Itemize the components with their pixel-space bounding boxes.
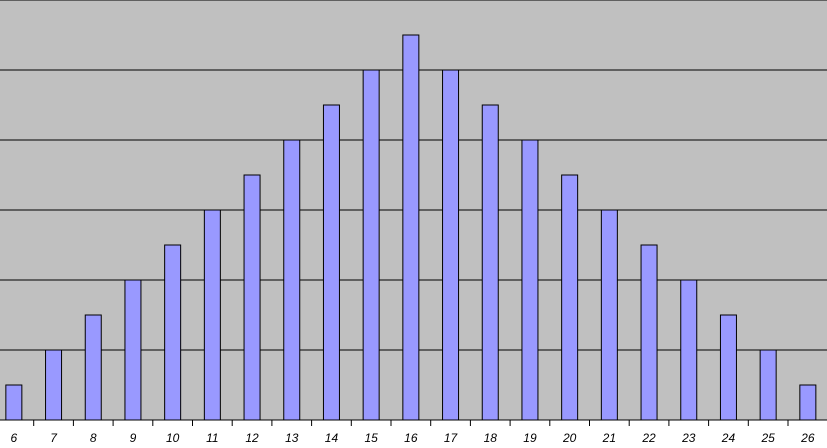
- x-tick-label: 6: [11, 431, 18, 445]
- x-tick-label: 15: [364, 431, 378, 445]
- x-tick-label: 20: [562, 431, 577, 445]
- x-tick-label: 9: [130, 431, 137, 445]
- bar: [402, 34, 420, 421]
- x-tick-label: 10: [166, 431, 180, 445]
- bar: [640, 244, 658, 421]
- bar: [680, 279, 698, 421]
- x-tick-label: 24: [721, 431, 736, 445]
- bar: [799, 384, 817, 421]
- bar: [719, 314, 737, 421]
- x-tick-label: 23: [681, 431, 696, 445]
- x-tick-label: 12: [245, 431, 259, 445]
- bar: [283, 139, 301, 421]
- x-tick-label: 25: [760, 431, 775, 445]
- x-tick-label: 17: [444, 431, 459, 445]
- bar: [84, 314, 102, 421]
- x-tick-label: 18: [484, 431, 498, 445]
- bar: [243, 174, 261, 421]
- bar: [45, 349, 63, 421]
- x-tick-label: 22: [641, 431, 656, 445]
- x-tick-label: 14: [325, 431, 339, 445]
- bar: [600, 209, 618, 421]
- x-tick-label: 7: [50, 431, 58, 445]
- bar: [322, 104, 340, 421]
- bar: [124, 279, 142, 421]
- x-tick-label: 19: [523, 431, 537, 445]
- bar: [759, 349, 777, 421]
- x-tick-label: 11: [206, 431, 218, 445]
- x-tick-label: 26: [800, 431, 815, 445]
- bar: [561, 174, 579, 421]
- x-tick-label: 21: [602, 431, 616, 445]
- bar: [5, 384, 23, 421]
- bar: [164, 244, 182, 421]
- bar: [521, 139, 539, 421]
- x-tick-label: 16: [404, 431, 418, 445]
- x-tick-label: 13: [285, 431, 299, 445]
- bar: [362, 69, 380, 421]
- x-tick-label: 8: [90, 431, 97, 445]
- bar: [481, 104, 499, 421]
- bar: [442, 69, 460, 421]
- bar: [203, 209, 221, 421]
